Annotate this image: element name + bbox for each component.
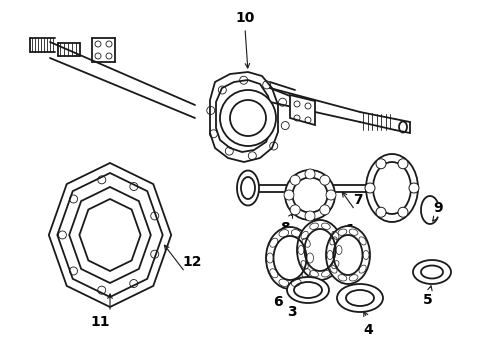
Polygon shape	[49, 163, 171, 307]
Text: 5: 5	[423, 293, 433, 307]
Ellipse shape	[266, 227, 314, 289]
Text: 9: 9	[433, 201, 443, 215]
Circle shape	[320, 205, 330, 215]
Text: 3: 3	[287, 305, 297, 319]
Circle shape	[409, 183, 419, 193]
Text: 2: 2	[303, 208, 313, 222]
Circle shape	[376, 207, 386, 217]
Circle shape	[290, 175, 300, 185]
Circle shape	[365, 183, 375, 193]
Text: 11: 11	[90, 315, 110, 329]
Polygon shape	[290, 95, 315, 125]
Circle shape	[220, 90, 276, 146]
Text: 7: 7	[353, 193, 363, 207]
Ellipse shape	[287, 277, 329, 303]
Ellipse shape	[366, 154, 418, 222]
Circle shape	[320, 175, 330, 185]
Ellipse shape	[285, 170, 335, 220]
Ellipse shape	[237, 171, 259, 206]
Polygon shape	[69, 187, 151, 283]
Circle shape	[284, 190, 294, 200]
Text: 4: 4	[363, 323, 373, 337]
Ellipse shape	[413, 260, 451, 284]
Text: 1: 1	[345, 223, 355, 237]
Ellipse shape	[297, 220, 343, 280]
Ellipse shape	[337, 284, 383, 312]
Circle shape	[305, 169, 315, 179]
Circle shape	[290, 205, 300, 215]
Circle shape	[398, 207, 408, 217]
Text: 10: 10	[235, 11, 255, 25]
Circle shape	[376, 159, 386, 169]
Text: 8: 8	[280, 221, 290, 235]
Polygon shape	[210, 72, 278, 162]
Circle shape	[326, 190, 336, 200]
Text: 6: 6	[273, 295, 283, 309]
Circle shape	[398, 159, 408, 169]
Text: 12: 12	[182, 255, 202, 269]
Circle shape	[305, 211, 315, 221]
Ellipse shape	[326, 226, 370, 284]
